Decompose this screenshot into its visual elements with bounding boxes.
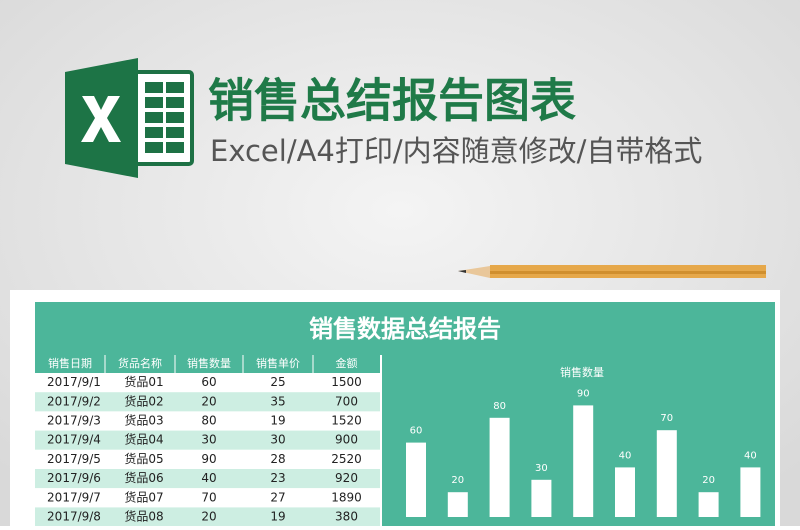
table-cell: 2017/9/6 <box>47 471 101 485</box>
table-cell: 80 <box>201 414 216 428</box>
table-cell: 货品05 <box>124 451 163 466</box>
excel-icon <box>65 58 194 178</box>
data-label: 90 <box>577 388 590 399</box>
bar <box>447 492 468 517</box>
table-row <box>35 411 380 431</box>
table-cell: 900 <box>335 433 358 447</box>
bar <box>573 405 594 517</box>
column-header: 销售单价 <box>256 356 300 370</box>
table-cell: 19 <box>270 510 285 524</box>
table-cell: 2017/9/4 <box>47 433 101 447</box>
page-title: 销售总结报告图表 <box>208 74 576 128</box>
table-cell: 25 <box>270 375 285 389</box>
table-cell: 货品02 <box>124 393 163 408</box>
table-row <box>35 430 380 450</box>
data-label: 20 <box>702 475 715 486</box>
table-cell: 20 <box>201 510 216 524</box>
table-row <box>35 507 380 527</box>
table-row <box>35 449 380 469</box>
bar <box>615 467 635 517</box>
bar <box>406 442 426 517</box>
table-cell: 20 <box>201 394 216 408</box>
column-header: 金额 <box>336 356 358 370</box>
bar <box>656 430 677 517</box>
pencil <box>458 265 766 278</box>
column-header: 销售日期 <box>48 356 92 370</box>
column-header: 货品名称 <box>118 356 162 370</box>
data-label: 40 <box>619 450 632 461</box>
table-cell: 1500 <box>331 375 362 389</box>
table-cell: 30 <box>270 433 285 447</box>
data-label: 80 <box>493 401 506 412</box>
table-cell: 2017/9/8 <box>47 510 101 524</box>
table-cell: 380 <box>335 510 358 524</box>
table-cell: 90 <box>201 452 216 466</box>
table-cell: 40 <box>201 471 216 485</box>
data-label: 40 <box>744 450 757 461</box>
table-cell: 2017/9/1 <box>47 375 101 389</box>
header-row <box>35 355 380 373</box>
table-cell: 700 <box>335 394 358 408</box>
table-cell: 1520 <box>331 414 362 428</box>
table-cell: 920 <box>335 471 358 485</box>
table-cell: 货品04 <box>124 432 163 447</box>
table-cell: 1890 <box>331 490 362 504</box>
column-header: 销售数量 <box>187 356 231 370</box>
table-row <box>35 469 380 489</box>
table-cell: 2017/9/5 <box>47 452 101 466</box>
table: 销售日期 货品名称 销售数量 销售单价 金额 2017/9/1 货品01 60 25 1500 20… <box>35 355 380 530</box>
table-cell: 60 <box>201 375 216 389</box>
bar <box>531 479 552 517</box>
chart: 60 20 80 30 90 40 70 20 40 <box>406 388 761 517</box>
table-cell: 货品01 <box>124 374 163 389</box>
table-cell: 2017/9/7 <box>47 490 101 504</box>
table-cell: 货品06 <box>124 470 163 485</box>
table-row <box>35 392 380 412</box>
bar <box>740 467 761 517</box>
data-label: 60 <box>410 426 423 437</box>
table-cell: 70 <box>201 490 216 504</box>
table-cell: 货品03 <box>124 413 163 428</box>
bar <box>489 417 510 517</box>
table-cell: 2017/9/3 <box>47 414 101 428</box>
table-cell: 19 <box>270 414 285 428</box>
sheet-title: 销售数据总结报告 <box>309 315 501 343</box>
table-cell: 27 <box>270 490 285 504</box>
table-row <box>35 488 380 508</box>
chart-title: 销售数量 <box>560 365 604 379</box>
table-cell: 2520 <box>331 452 362 466</box>
table-cell: 23 <box>270 471 285 485</box>
data-label: 30 <box>535 463 548 474</box>
table-cell: 2017/9/2 <box>47 394 101 408</box>
data-label: 70 <box>660 413 673 424</box>
table-cell: 28 <box>270 452 285 466</box>
table-cell: 30 <box>201 433 216 447</box>
table-row <box>35 373 380 393</box>
table-cell: 货品08 <box>124 509 163 524</box>
table-cell: 35 <box>270 394 285 408</box>
table-cell: 货品07 <box>124 489 163 504</box>
data-label: 20 <box>451 475 464 486</box>
sheet-title-band <box>35 302 775 355</box>
page-subtitle: Excel/A4打印/内容随意修改/自带格式 <box>210 134 702 168</box>
bar <box>698 492 719 517</box>
